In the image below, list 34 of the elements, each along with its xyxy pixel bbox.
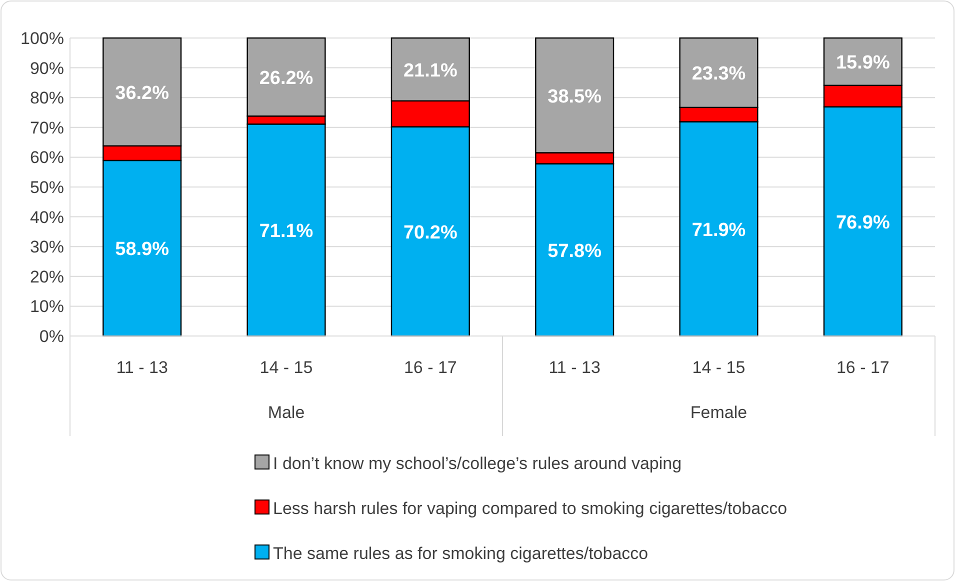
data-label: 70.2%: [403, 222, 458, 244]
data-label: 58.9%: [115, 239, 170, 260]
y-tick-label: 40%: [30, 208, 64, 227]
y-tick-label: 80%: [30, 88, 64, 108]
text: Male: [268, 403, 305, 422]
data-label: 21.1%: [403, 60, 458, 82]
y-tick-label: 50%: [30, 178, 64, 197]
data-label: 15.9%: [836, 52, 890, 74]
data-label: 71.1%: [259, 221, 314, 242]
y-tick-label: 70%: [30, 118, 64, 138]
data-label: 26.2%: [259, 68, 314, 90]
y-tick-label: 0%: [39, 327, 64, 346]
x-tick-label: 11 - 13: [116, 358, 168, 377]
y-tick-label: 100%: [20, 29, 64, 48]
y-tick-label: 10%: [30, 297, 64, 316]
y-tick-label: 20%: [30, 267, 64, 286]
text: Female: [690, 403, 748, 422]
x-tick-label: 14 - 15: [260, 358, 313, 377]
legend-label: The same rules as for smoking cigarettes/tobacco: [273, 544, 648, 563]
legend-label: I don’t know my school’s/college’s rules around vaping: [273, 454, 682, 473]
data-label: 38.5%: [548, 86, 602, 108]
data-label: 36.2%: [115, 82, 170, 104]
x-tick-label: 16 - 17: [404, 358, 457, 377]
data-label: 76.9%: [836, 212, 890, 234]
data-label: 57.8%: [548, 240, 602, 262]
y-tick-label: 90%: [30, 58, 64, 78]
x-tick-label: 16 - 17: [836, 358, 890, 377]
x-tick-label: 11 - 13: [548, 358, 600, 377]
y-tick-label: 60%: [30, 148, 64, 168]
legend-label: Less harsh rules for vaping compared to smoking cigarettes/tobacco: [273, 499, 788, 518]
data-label: 71.9%: [692, 220, 746, 241]
y-tick-label: 30%: [30, 238, 64, 257]
data-label: 23.3%: [692, 64, 746, 85]
x-tick-label: 14 - 15: [692, 358, 746, 377]
